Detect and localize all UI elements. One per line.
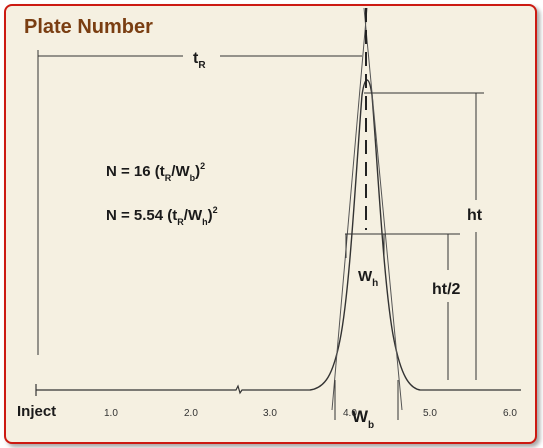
axis-tick-1: 1.0 bbox=[104, 408, 118, 419]
left-tangent-line bbox=[331, 7, 368, 411]
inject-label: Inject bbox=[17, 403, 56, 420]
ht-label: ht bbox=[467, 207, 483, 224]
wb-label: Wb bbox=[352, 407, 374, 431]
axis-tick-4: 4.0 bbox=[343, 408, 357, 419]
slide-title: Plate Number bbox=[24, 16, 153, 38]
axis-tick-5: 5.0 bbox=[423, 408, 437, 419]
ht-half-label: ht/2 bbox=[432, 281, 461, 298]
tr-label: tR bbox=[193, 50, 206, 71]
axis-tick-6: 6.0 bbox=[503, 408, 517, 419]
formula-n16: N = 16 (tR/Wb)2 bbox=[106, 161, 205, 183]
right-tangent-line bbox=[363, 7, 403, 411]
chromatogram-baseline bbox=[36, 384, 310, 395]
wh-label: Wh bbox=[358, 268, 378, 289]
axis-tick-2: 2.0 bbox=[184, 408, 198, 419]
formula-n554: N = 5.54 (tR/Wh)2 bbox=[106, 205, 218, 227]
axis-tick-3: 3.0 bbox=[263, 408, 277, 419]
